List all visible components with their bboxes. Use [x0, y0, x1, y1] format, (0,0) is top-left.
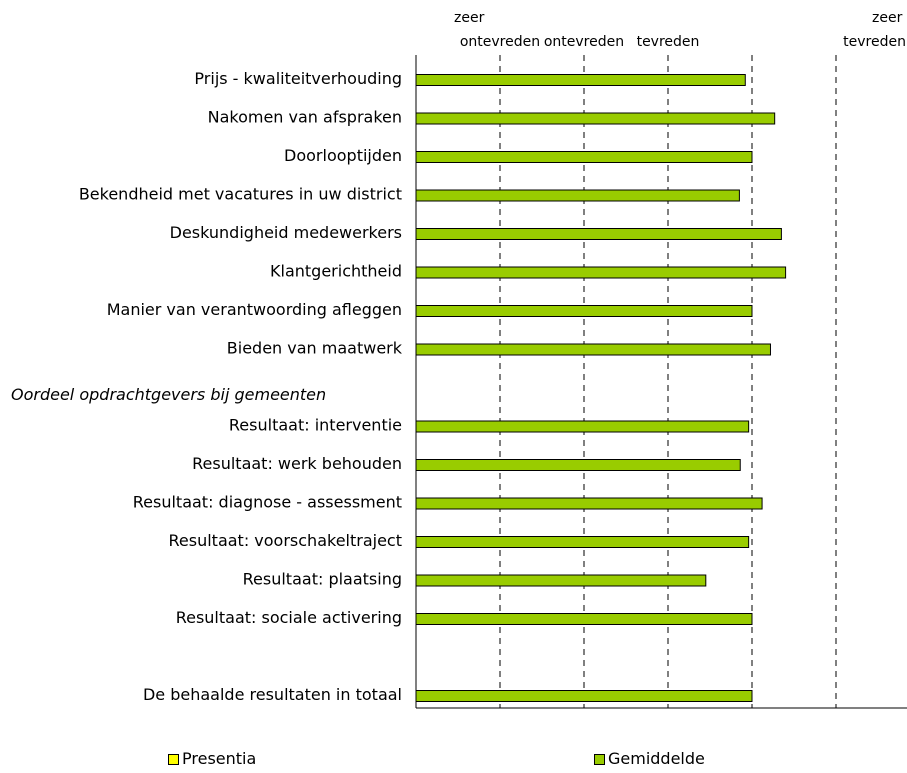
legend-swatch-gemiddelde	[594, 753, 605, 765]
gridlines	[499, 55, 837, 708]
category-label: Resultaat: diagnose - assessment	[133, 493, 402, 512]
category-label: Bieden van maatwerk	[227, 339, 403, 358]
category-label: Resultaat: interventie	[229, 416, 402, 435]
category-label: Resultaat: plaatsing	[243, 570, 402, 589]
legend-label-gemiddelde: Gemiddelde	[608, 749, 705, 768]
bar-gemiddelde	[415, 151, 753, 163]
bar-gemiddelde	[415, 497, 763, 510]
category-label: Bekendheid met vacatures in uw district	[79, 185, 402, 204]
axes	[415, 55, 907, 709]
legend-item-gemiddelde: Gemiddelde	[594, 750, 705, 768]
scale-label: ontevreden	[544, 34, 624, 50]
legend-label-presentia: Presentia	[182, 749, 257, 768]
bar-gemiddelde	[415, 536, 750, 548]
scale-label: tevreden	[843, 34, 906, 50]
category-label: Klantgerichtheid	[270, 262, 402, 281]
bar-gemiddelde	[415, 613, 753, 625]
bar-gemiddelde	[415, 574, 707, 587]
bar-gemiddelde	[415, 690, 753, 702]
category-label: Deskundigheid medewerkers	[170, 223, 402, 242]
bar-gemiddelde	[415, 459, 741, 471]
scale-labels: zeer ontevreden ontevreden tevreden zeer tevr…	[454, 10, 906, 50]
scale-label: zeer	[872, 10, 903, 26]
bar-gemiddelde	[415, 228, 782, 240]
legend-swatch-presentia	[168, 753, 179, 765]
bar-gemiddelde	[415, 266, 787, 279]
bar-gemiddelde	[415, 305, 753, 317]
category-label: Resultaat: voorschakeltraject	[169, 531, 403, 550]
legend-item-presentia: Presentia	[168, 750, 256, 768]
scale-label: ontevreden	[460, 34, 540, 50]
category-label: Resultaat: sociale activering	[176, 608, 402, 627]
bar-gemiddelde	[415, 112, 776, 125]
section-label: Oordeel opdrachtgevers bij gemeenten	[11, 385, 326, 404]
bar-gemiddelde	[415, 74, 746, 86]
bar-gemiddelde	[415, 420, 750, 433]
category-label: De behaalde resultaten in totaal	[143, 685, 402, 704]
bar-gemiddelde	[415, 343, 771, 356]
category-labels: Prijs - kwaliteitverhouding Nakomen van a…	[11, 69, 403, 704]
scale-label: zeer	[454, 10, 485, 26]
scale-label: tevreden	[637, 34, 700, 50]
category-label: Nakomen van afspraken	[208, 108, 402, 127]
category-label: Manier van verantwoording afleggen	[107, 300, 402, 319]
category-label: Prijs - kwaliteitverhouding	[194, 69, 402, 88]
category-label: Doorlooptijden	[284, 146, 402, 165]
bars	[415, 74, 787, 702]
category-label: Resultaat: werk behouden	[192, 454, 402, 473]
bar-gemiddelde	[415, 189, 740, 202]
